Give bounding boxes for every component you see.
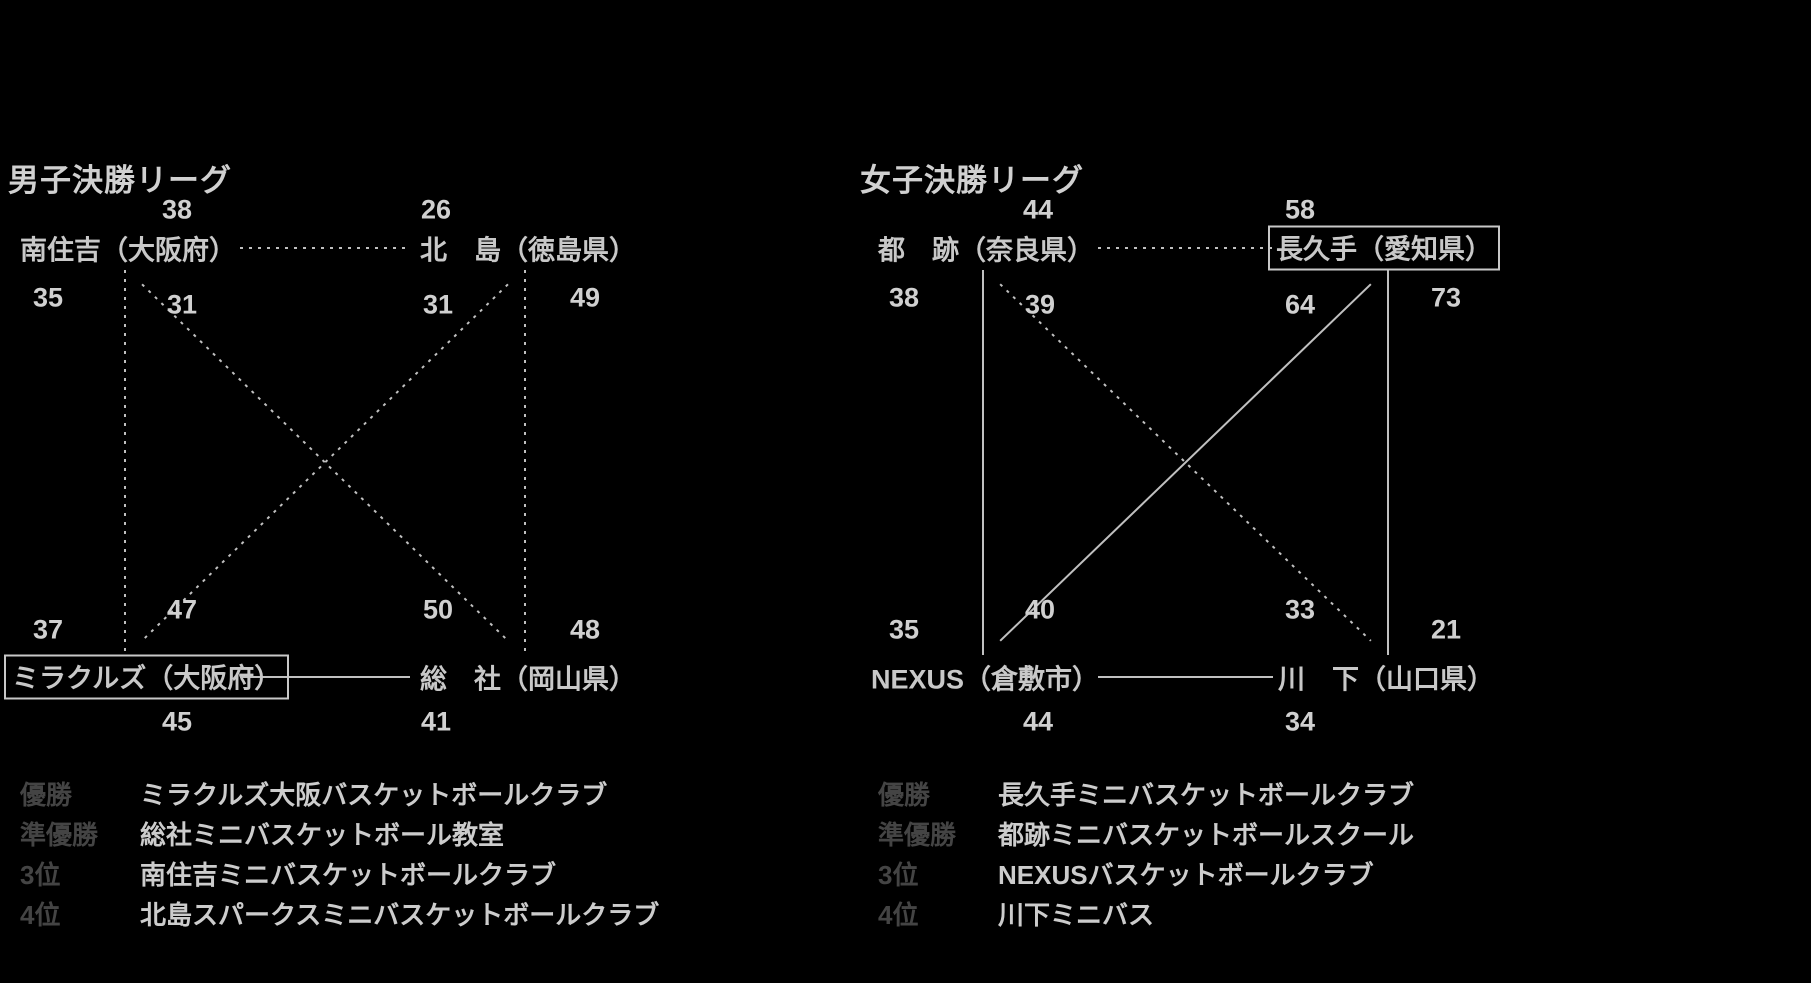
ranking-row: 3位 NEXUSバスケットボールクラブ [878,855,1374,892]
team-label: 川 下（山口県） [1278,658,1494,697]
team-label: NEXUS（倉敷市） [871,658,1099,697]
team-label: 長久手（愛知県） [1268,226,1500,271]
score-value: 35 [889,615,919,646]
ranking-team-name: 川下ミニバス [998,900,1154,930]
team-label: ミラクルズ（大阪府） [4,655,289,700]
score-value: 45 [162,707,192,738]
team-label: 総 社（岡山県） [420,658,636,697]
score-value: 31 [423,290,453,321]
score-value: 37 [33,615,63,646]
team-label: 南住吉（大阪府） [20,229,236,268]
ranking-row: 4位 川下ミニバス [878,895,1154,932]
score-value: 39 [1025,290,1055,321]
score-value: 48 [570,615,600,646]
ranking-team-name: 北島スパークスミニバスケットボールクラブ [140,900,659,930]
ranking-place: 3位 [20,855,90,892]
score-value: 44 [1023,707,1053,738]
league-title: 男子決勝リーグ [8,155,232,200]
score-value: 47 [167,595,197,626]
diagram-stage: 男子決勝リーグ382645413537494831503147南住吉（大阪府）北… [0,0,1811,983]
ranking-place: 4位 [878,895,948,932]
score-value: 44 [1023,195,1053,226]
ranking-row: 準優勝 都跡ミニバスケットボールスクール [878,815,1414,852]
ranking-team-name: 総社ミニバスケットボール教室 [140,820,504,850]
score-value: 40 [1025,595,1055,626]
ranking-row: 4位 北島スパークスミニバスケットボールクラブ [20,895,659,932]
score-value: 38 [889,283,919,314]
score-value: 31 [167,290,197,321]
team-label: 北 島（徳島県） [420,229,636,268]
ranking-row: 優勝 ミラクルズ大阪バスケットボールクラブ [20,775,607,812]
score-value: 64 [1285,290,1315,321]
league-title: 女子決勝リーグ [860,155,1084,200]
score-value: 58 [1285,195,1315,226]
ranking-place: 3位 [878,855,948,892]
score-value: 21 [1431,615,1461,646]
ranking-row: 優勝 長久手ミニバスケットボールクラブ [878,775,1414,812]
score-value: 73 [1431,283,1461,314]
ranking-team-name: 南住吉ミニバスケットボールクラブ [140,860,556,890]
score-value: 50 [423,595,453,626]
score-value: 35 [33,283,63,314]
ranking-place: 優勝 [20,775,90,812]
score-value: 38 [162,195,192,226]
score-value: 49 [570,283,600,314]
ranking-team-name: 都跡ミニバスケットボールスクール [998,820,1414,850]
ranking-place: 準優勝 [878,815,948,852]
score-value: 41 [421,707,451,738]
ranking-place: 4位 [20,895,90,932]
ranking-place: 優勝 [878,775,948,812]
team-label: 都 跡（奈良県） [878,229,1094,268]
ranking-row: 3位 南住吉ミニバスケットボールクラブ [20,855,556,892]
score-value: 33 [1285,595,1315,626]
ranking-team-name: 長久手ミニバスケットボールクラブ [998,780,1414,810]
ranking-team-name: ミラクルズ大阪バスケットボールクラブ [140,780,607,810]
ranking-place: 準優勝 [20,815,90,852]
ranking-row: 準優勝 総社ミニバスケットボール教室 [20,815,504,852]
score-value: 34 [1285,707,1315,738]
ranking-team-name: NEXUSバスケットボールクラブ [998,860,1374,890]
score-value: 26 [421,195,451,226]
